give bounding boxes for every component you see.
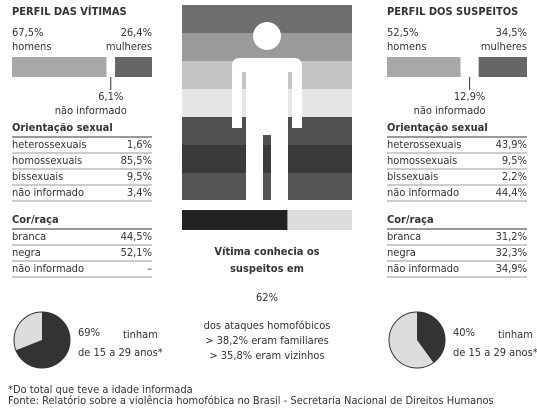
row-label: heterossexuais xyxy=(12,138,87,151)
value-label: 52,5% xyxy=(387,26,418,39)
value-label: 26,4% xyxy=(121,26,152,39)
age-text: tinham xyxy=(498,328,533,341)
legend-label: homens xyxy=(387,40,427,53)
legend-label: mulheres xyxy=(106,40,152,53)
age-text: de 15 a 29 anos* xyxy=(453,346,537,359)
big-percent: 62% xyxy=(256,291,278,304)
bar-unknown xyxy=(460,57,479,77)
row-value: 9,5% xyxy=(502,154,527,167)
headline: Vítima conhecia os xyxy=(214,245,319,258)
row-value: 2,2% xyxy=(502,170,527,183)
row-label: bissexuais xyxy=(12,170,63,183)
age-text: de 15 a 29 anos* xyxy=(78,346,163,359)
value-label: 34,5% xyxy=(496,26,527,39)
headline: suspeitos em xyxy=(230,262,304,275)
table-title: Cor/raça xyxy=(12,213,59,226)
table-title: Orientação sexual xyxy=(387,121,488,134)
row-label: não informado xyxy=(12,262,84,275)
value-label: 6,1% xyxy=(98,90,123,103)
source: Fonte: Relatório sobre a violência homof… xyxy=(8,394,494,407)
row-label: negra xyxy=(387,246,416,259)
row-label: negra xyxy=(12,246,41,259)
pie-slice xyxy=(15,312,70,368)
pie-slice xyxy=(417,312,445,363)
age-percent: 69% xyxy=(78,326,100,339)
row-value: 34,9% xyxy=(496,262,527,275)
row-value: – xyxy=(147,262,152,275)
row-label: não informado xyxy=(387,186,459,199)
value-label: 67,5% xyxy=(12,26,43,39)
footnote: *Do total que teve a idade informada xyxy=(8,383,193,396)
row-value: 31,2% xyxy=(496,230,527,243)
legend-label: mulheres xyxy=(481,40,527,53)
row-value: 1,6% xyxy=(127,138,152,151)
section-title: PERFIL DOS SUSPEITOS xyxy=(387,5,518,18)
legend-label: homens xyxy=(12,40,52,53)
row-value: 43,9% xyxy=(496,138,527,151)
row-label: branca xyxy=(387,230,421,243)
section-title: PERFIL DAS VÍTIMAS xyxy=(12,5,127,18)
caption: dos ataques homofóbicos xyxy=(204,319,331,332)
table-title: Orientação sexual xyxy=(12,121,113,134)
bar-men xyxy=(12,57,107,77)
value-label: 12,9% xyxy=(454,90,485,103)
row-label: branca xyxy=(12,230,46,243)
row-label: homossexuais xyxy=(12,154,82,167)
age-text: tinham xyxy=(123,328,158,341)
row-value: 9,5% xyxy=(127,170,152,183)
caption-item: > 38,2% eram familiares xyxy=(205,334,329,347)
row-value: 44,4% xyxy=(496,186,527,199)
bar-unknown xyxy=(106,57,116,77)
row-value: 3,4% xyxy=(127,186,152,199)
row-label: não informado xyxy=(12,186,84,199)
row-value: 32,3% xyxy=(496,246,527,259)
row-value: 52,1% xyxy=(121,246,152,259)
age-percent: 40% xyxy=(453,326,475,339)
legend-label: não informado xyxy=(414,104,486,117)
row-label: homossexuais xyxy=(387,154,457,167)
caption-item: > 35,8% eram vizinhos xyxy=(209,349,324,362)
row-label: não informado xyxy=(387,262,459,275)
table-title: Cor/raça xyxy=(387,213,434,226)
row-value: 44,5% xyxy=(121,230,152,243)
bar-women xyxy=(115,57,152,77)
row-value: 85,5% xyxy=(121,154,152,167)
row-label: bissexuais xyxy=(387,170,438,183)
bar-women xyxy=(478,57,527,77)
legend-label: não informado xyxy=(55,104,127,117)
person-silhouette xyxy=(232,22,302,200)
bar-men xyxy=(387,57,461,77)
row-label: heterossexuais xyxy=(387,138,462,151)
center-bar xyxy=(182,210,288,230)
